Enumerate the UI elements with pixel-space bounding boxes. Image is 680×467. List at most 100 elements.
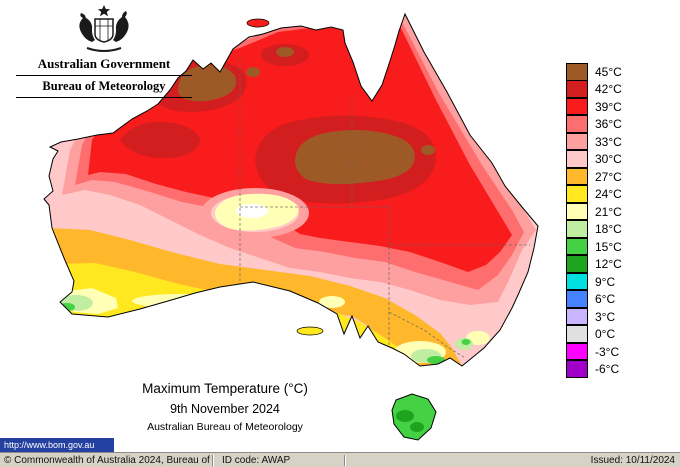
legend-row: 36°C xyxy=(566,115,622,134)
legend-label: 30°C xyxy=(595,152,622,167)
map-date: 9th November 2024 xyxy=(170,402,280,416)
agency-header: Australian Government Bureau of Meteorol… xyxy=(8,2,200,101)
legend-label: 36°C xyxy=(595,117,622,132)
legend-label: -3°C xyxy=(595,344,620,359)
copyright-text: © Commonwealth of Australia 2024, Bureau… xyxy=(4,454,212,466)
state-borders xyxy=(239,58,530,359)
map-title: Maximum Temperature (°C) xyxy=(142,381,308,396)
legend-label: 15°C xyxy=(595,239,622,254)
legend-label: 6°C xyxy=(595,292,616,307)
legend-label: -6°C xyxy=(595,362,620,377)
legend-row: -6°C xyxy=(566,360,622,379)
url-bar: http://www.bom.gov.au xyxy=(0,438,114,452)
legend-swatch xyxy=(566,237,588,255)
contour-15-18 xyxy=(59,303,75,311)
legend-swatch xyxy=(566,185,588,203)
legend-label: 33°C xyxy=(595,134,622,149)
legend-row: 33°C xyxy=(566,132,622,151)
header-rule xyxy=(16,75,192,76)
contour-45-plus xyxy=(276,47,294,57)
government-title: Australian Government xyxy=(37,56,171,71)
id-code-text: ID code: AWAP xyxy=(222,454,291,466)
contour-18-21 xyxy=(59,295,93,311)
contour-27-30 xyxy=(49,228,462,366)
issued-text: Issued: 10/11/2024 xyxy=(590,454,675,466)
legend-row: 45°C xyxy=(566,63,622,81)
temperature-legend: 45°C 42°C 39°C 36°C 33°C 30°C 27°C xyxy=(566,63,622,378)
legend-row: 21°C xyxy=(566,202,622,221)
header-rule xyxy=(16,97,192,98)
legend-swatch xyxy=(566,290,588,308)
amoeba-core xyxy=(236,204,268,218)
legend-swatch xyxy=(566,97,588,115)
contour-12-15 xyxy=(396,410,414,422)
legend-swatch xyxy=(566,80,588,98)
contour-12-15 xyxy=(410,422,424,432)
contour-21-24 xyxy=(319,296,345,308)
status-separator xyxy=(212,454,214,466)
contour-15-18 xyxy=(427,356,445,364)
shield-quarters xyxy=(95,19,113,40)
contour-45-plus xyxy=(178,65,237,102)
legend-label: 18°C xyxy=(595,222,622,237)
status-bar: © Commonwealth of Australia 2024, Bureau… xyxy=(0,452,680,467)
legend-label: 3°C xyxy=(595,309,616,324)
map-caption: Maximum Temperature (°C) 9th November 20… xyxy=(55,381,395,433)
legend-label: 27°C xyxy=(595,169,622,184)
legend-row: 39°C xyxy=(566,97,622,116)
contour-45-plus xyxy=(246,67,260,77)
legend-row: 27°C xyxy=(566,167,622,186)
map-source: Australian Bureau of Meteorology xyxy=(147,421,303,433)
legend-row: 6°C xyxy=(566,290,622,309)
legend-label: 39°C xyxy=(595,99,622,114)
kangaroo-island xyxy=(296,326,324,336)
legend-swatch xyxy=(566,150,588,168)
legend-label: 42°C xyxy=(595,82,622,97)
legend-row: 3°C xyxy=(566,307,622,326)
legend-row: 18°C xyxy=(566,220,622,239)
emu-icon xyxy=(113,11,129,42)
legend-swatch xyxy=(566,132,588,150)
legend-label: 24°C xyxy=(595,187,622,202)
legend-row: 30°C xyxy=(566,150,622,169)
commonwealth-star-icon xyxy=(98,5,110,17)
legend-row: 9°C xyxy=(566,272,622,291)
legend-label: 0°C xyxy=(595,327,616,342)
legend-label: 21°C xyxy=(595,204,622,219)
legend-swatch xyxy=(566,360,588,378)
east-coast-fringe xyxy=(494,258,528,330)
legend-row: 0°C xyxy=(566,325,622,344)
legend-swatch xyxy=(566,307,588,325)
bureau-title: Bureau of Meteorology xyxy=(42,79,166,93)
status-separator xyxy=(344,454,346,466)
legend-swatch xyxy=(566,220,588,238)
contour-42-45 xyxy=(120,121,200,159)
legend-row: 12°C xyxy=(566,255,622,274)
legend-row: 24°C xyxy=(566,185,622,204)
legend-swatch xyxy=(566,325,588,343)
melville-island xyxy=(246,18,270,28)
tasmania-contours xyxy=(396,410,424,432)
contour-21-24 xyxy=(132,294,228,308)
legend-row: 42°C xyxy=(566,80,622,99)
legend-swatch xyxy=(566,115,588,133)
scroll-icon xyxy=(86,47,122,52)
legend-label: 45°C xyxy=(595,64,622,79)
contour-45-plus xyxy=(295,130,415,185)
shield-icon xyxy=(94,18,114,43)
australia-temperature-map xyxy=(43,13,539,441)
legend-swatch xyxy=(566,63,588,81)
contour-45-plus xyxy=(421,145,435,155)
legend-swatch xyxy=(566,202,588,220)
legend-swatch xyxy=(566,342,588,360)
legend-swatch xyxy=(566,272,588,290)
legend-swatch xyxy=(566,167,588,185)
coat-of-arms xyxy=(79,5,129,52)
legend-row: -3°C xyxy=(566,342,622,361)
legend-swatch xyxy=(566,255,588,273)
contour-15-18 xyxy=(461,339,471,345)
legend-label: 9°C xyxy=(595,274,616,289)
kangaroo-icon xyxy=(79,13,95,42)
legend-row: 15°C xyxy=(566,237,622,256)
